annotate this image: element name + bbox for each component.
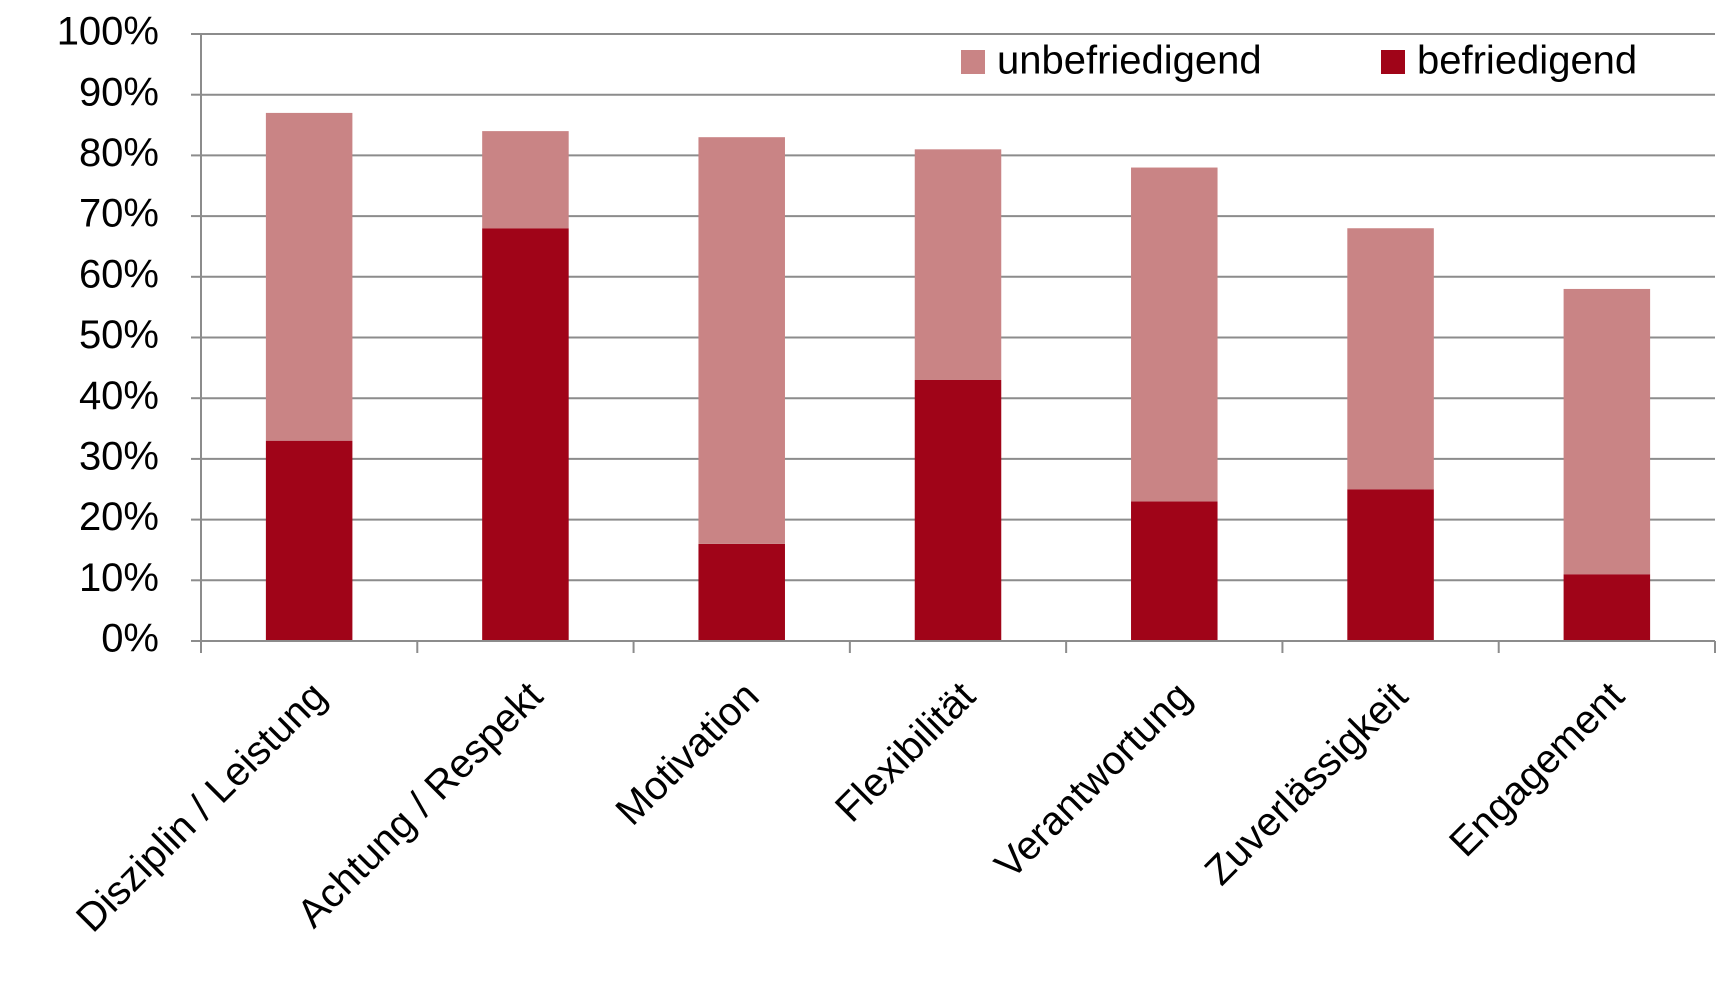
y-tick-label: 70% — [79, 192, 159, 236]
x-tick-label: Motivation — [608, 674, 768, 834]
bar-segment — [1563, 288, 1651, 575]
y-tick-label: 40% — [79, 374, 159, 418]
legend-label: befriedigend — [1417, 39, 1637, 83]
bar-segment — [1347, 489, 1434, 641]
y-tick-label: 10% — [79, 556, 159, 600]
bar-segment — [265, 112, 353, 441]
x-tick-label: Engagement — [1441, 674, 1633, 866]
x-tick-label: Flexibilität — [827, 674, 984, 831]
y-tick-label: 100% — [57, 10, 159, 54]
bar-segment — [482, 131, 569, 229]
x-tick-label: Achtung / Respekt — [289, 674, 551, 936]
bar-segment — [1563, 574, 1651, 641]
bar-segment — [698, 543, 785, 641]
y-tick-label: 50% — [79, 313, 159, 357]
bar-segment — [1347, 228, 1434, 490]
legend-label: unbefriedigend — [997, 39, 1262, 83]
y-tick-label: 30% — [79, 434, 159, 478]
bar-segment — [914, 149, 1002, 380]
y-tick-label: 0% — [101, 617, 159, 661]
bar-segment — [265, 440, 353, 641]
y-tick-label: 80% — [79, 131, 159, 175]
x-tick-label: Verantwortung — [987, 674, 1201, 888]
y-tick-label: 90% — [79, 70, 159, 114]
legend-swatch — [1381, 50, 1405, 74]
y-tick-label: 20% — [79, 495, 159, 539]
y-tick-label: 60% — [79, 252, 159, 296]
bar-segment — [482, 228, 569, 642]
bar-segment — [698, 137, 785, 544]
bar-segment — [914, 379, 1002, 641]
x-tick-label: Zuverlässigkeit — [1197, 674, 1417, 894]
legend-swatch — [961, 50, 985, 74]
bar-segment — [1131, 167, 1218, 502]
bar-segment — [1131, 501, 1218, 641]
